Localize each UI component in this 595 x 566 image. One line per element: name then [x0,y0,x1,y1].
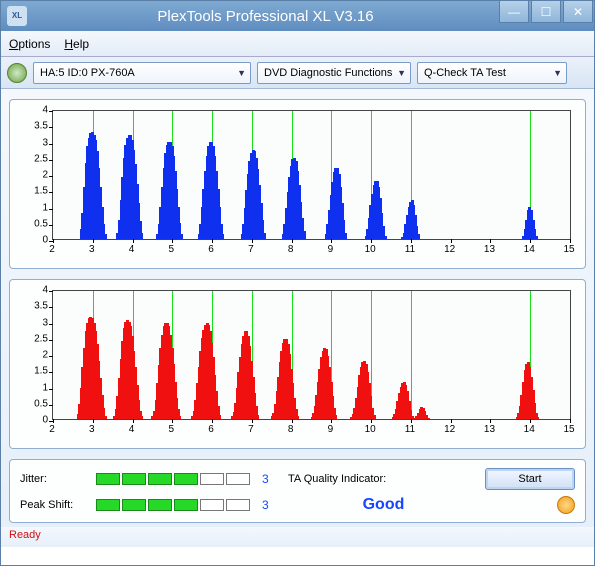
function-selector[interactable]: DVD Diagnostic Functions ▼ [257,62,411,84]
pit-xaxis: 23456789101112131415 [52,244,571,262]
meter-segment [226,499,250,511]
results-panel: Jitter: 3 TA Quality Indicator: Start Pe… [9,459,586,523]
test-selector-value: Q-Check TA Test [424,67,506,79]
window-title: PlexTools Professional XL V3.16 [33,8,498,25]
peakshift-meter [96,499,256,511]
meter-segment [174,473,198,485]
titlebar: XL PlexTools Professional XL V3.16 — ☐ ✕ [1,1,594,31]
chevron-down-icon: ▼ [397,68,406,78]
menu-help[interactable]: Help [64,37,89,51]
ta-quality-label: TA Quality Indicator: [288,473,479,485]
chevron-down-icon: ▼ [553,68,562,78]
pit-chart: 00.511.522.533.54 23456789101112131415 [18,106,577,266]
menu-options[interactable]: Options [9,37,50,51]
status-bar: Ready [1,527,594,547]
menubar: Options Help [1,31,594,57]
pit-plot [52,110,571,240]
drive-selector-value: HA:5 ID:0 PX-760A [40,67,135,79]
meter-segment [174,499,198,511]
maximize-button[interactable]: ☐ [531,1,561,23]
land-xaxis: 23456789101112131415 [52,424,571,442]
meter-segment [96,499,120,511]
peakshift-label: Peak Shift: [20,499,90,511]
test-selector[interactable]: Q-Check TA Test ▼ [417,62,567,84]
function-selector-value: DVD Diagnostic Functions [264,67,392,79]
land-plot [52,290,571,420]
land-chart-panel: 00.511.522.533.54 23456789101112131415 [9,279,586,449]
drive-selector[interactable]: HA:5 ID:0 PX-760A ▼ [33,62,251,84]
toolbar: HA:5 ID:0 PX-760A ▼ DVD Diagnostic Funct… [1,57,594,89]
meter-segment [122,473,146,485]
pit-yaxis: 00.511.522.533.54 [18,110,52,240]
start-button[interactable]: Start [485,468,575,490]
drive-icon [7,63,27,83]
meter-segment [148,499,172,511]
pit-chart-panel: 00.511.522.533.54 23456789101112131415 [9,99,586,269]
chevron-down-icon: ▼ [237,68,246,78]
meter-segment [122,499,146,511]
jitter-value: 3 [262,472,282,486]
land-chart: 00.511.522.533.54 23456789101112131415 [18,286,577,446]
jitter-label: Jitter: [20,473,90,485]
meter-segment [96,473,120,485]
close-button[interactable]: ✕ [563,1,593,23]
status-text: Ready [9,529,41,541]
minimize-button[interactable]: — [499,1,529,23]
meter-segment [226,473,250,485]
meter-segment [200,499,224,511]
info-icon[interactable] [557,496,575,514]
land-yaxis: 00.511.522.533.54 [18,290,52,420]
app-icon: XL [7,6,27,26]
jitter-meter [96,473,256,485]
peakshift-value: 3 [262,498,282,512]
ta-quality-value: Good [288,496,479,514]
meter-segment [200,473,224,485]
meter-segment [148,473,172,485]
